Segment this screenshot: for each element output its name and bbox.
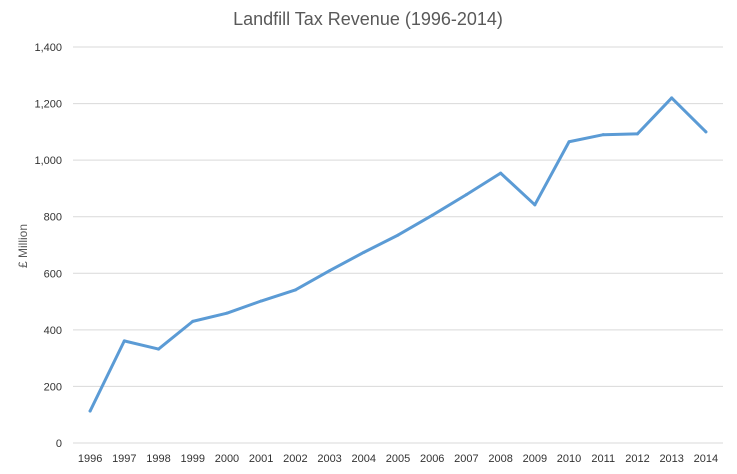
y-axis-label: £ Million <box>16 224 30 268</box>
x-axis-ticks: 1996 1997 1998 1999 2000 2001 2002 2003 2004 2005… <box>78 453 718 465</box>
x-tick-label: 2000 <box>215 453 239 465</box>
y-tick-label: 1,200 <box>34 99 62 111</box>
x-tick-label: 1996 <box>78 453 102 465</box>
y-tick-label: 400 <box>44 325 62 337</box>
y-axis-ticks: 0 200 400 600 800 1,000 1,200 1,400 <box>34 42 62 450</box>
data-point <box>430 213 434 217</box>
data-point <box>499 171 503 175</box>
data-point <box>259 299 263 303</box>
series-line <box>88 96 708 413</box>
y-tick-label: 600 <box>44 268 62 280</box>
data-point <box>191 319 195 323</box>
data-point <box>225 311 229 315</box>
data-point <box>88 409 92 413</box>
x-tick-label: 2011 <box>591 453 615 465</box>
x-tick-label: 1999 <box>180 453 204 465</box>
x-tick-label: 2001 <box>249 453 273 465</box>
y-tick-label: 200 <box>44 381 62 393</box>
x-tick-label: 2002 <box>283 453 307 465</box>
y-tick-label: 0 <box>56 438 62 450</box>
x-tick-label: 2013 <box>659 453 683 465</box>
x-tick-label: 2007 <box>454 453 478 465</box>
x-tick-label: 2006 <box>420 453 444 465</box>
data-point <box>328 269 332 273</box>
x-tick-label: 2012 <box>625 453 649 465</box>
data-point <box>601 133 605 137</box>
y-tick-label: 1,400 <box>34 42 62 54</box>
data-point <box>533 203 537 207</box>
x-tick-label: 2009 <box>523 453 547 465</box>
x-tick-label: 1997 <box>112 453 136 465</box>
x-tick-label: 2003 <box>317 453 341 465</box>
data-point <box>464 193 468 197</box>
plot-series <box>88 96 708 413</box>
data-point <box>396 233 400 237</box>
data-point <box>704 130 708 134</box>
data-point <box>157 347 161 351</box>
data-point <box>122 339 126 343</box>
data-point <box>362 250 366 254</box>
x-tick-label: 2014 <box>694 453 718 465</box>
data-point <box>293 288 297 292</box>
x-tick-label: 1998 <box>146 453 170 465</box>
data-point <box>567 140 571 144</box>
y-tick-label: 1,000 <box>34 155 62 167</box>
x-tick-label: 2008 <box>488 453 512 465</box>
gridlines <box>73 46 723 444</box>
data-point <box>670 96 674 100</box>
data-point <box>635 132 639 136</box>
y-tick-label: 800 <box>44 212 62 224</box>
x-tick-label: 2010 <box>557 453 581 465</box>
x-tick-label: 2004 <box>352 453 376 465</box>
chart-title: Landfill Tax Revenue (1996-2014) <box>233 9 503 29</box>
x-tick-label: 2005 <box>386 453 410 465</box>
